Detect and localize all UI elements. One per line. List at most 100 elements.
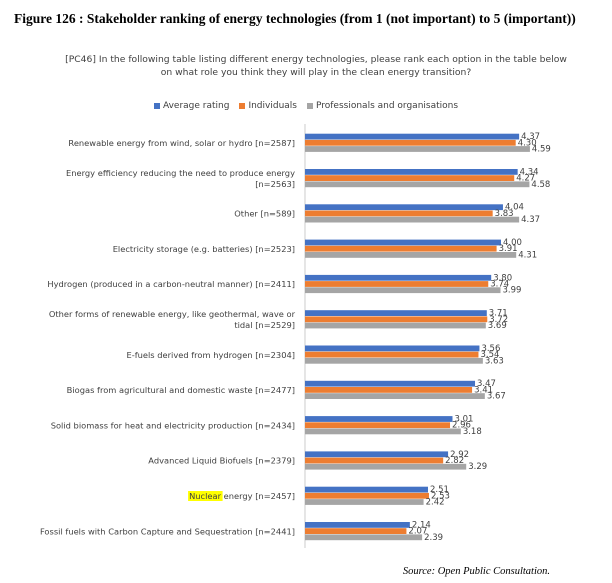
data-label: 2.14 bbox=[412, 520, 431, 530]
data-label: 4.04 bbox=[505, 203, 524, 213]
category-label: Electricity storage (e.g. batteries) [n=… bbox=[113, 244, 295, 254]
data-label: 2.42 bbox=[426, 498, 445, 508]
bar-professionals bbox=[305, 357, 483, 364]
data-label: 2.07 bbox=[408, 527, 427, 537]
legend-swatch-average bbox=[153, 103, 160, 109]
data-label: 3.91 bbox=[499, 244, 518, 254]
bar-professionals bbox=[305, 393, 485, 399]
bar-average bbox=[305, 451, 449, 458]
category-label: Other [n=589] bbox=[234, 209, 295, 219]
legend-swatch-individuals bbox=[239, 103, 246, 109]
data-label: 3.67 bbox=[487, 392, 506, 402]
data-label: 3.47 bbox=[477, 379, 496, 389]
legend-label-average: Average rating bbox=[162, 101, 230, 111]
bar-average bbox=[305, 345, 480, 352]
category-label: Fossil fuels with Carbon Capture and Seq… bbox=[40, 526, 295, 536]
data-label: 4.59 bbox=[532, 145, 551, 155]
data-label: 3.71 bbox=[489, 309, 508, 319]
data-label: 2.96 bbox=[452, 421, 471, 431]
bar-professionals bbox=[305, 181, 530, 188]
data-label: 3.80 bbox=[493, 273, 512, 283]
bar-chart: Renewable energy from wind, solar or hyd… bbox=[40, 124, 551, 548]
bar-individuals bbox=[305, 245, 497, 252]
bar-individuals bbox=[305, 281, 489, 287]
category-label: Other forms of renewable energy, like ge… bbox=[49, 309, 296, 330]
bar-individuals bbox=[305, 210, 493, 217]
bar-average bbox=[305, 204, 503, 211]
bar-individuals bbox=[305, 528, 407, 534]
data-label: 4.27 bbox=[516, 174, 535, 184]
category-label: Energy efficiency reducing the need to p… bbox=[66, 168, 295, 189]
data-label: 3.83 bbox=[495, 209, 514, 219]
data-label: 4.30 bbox=[518, 138, 537, 148]
bar-professionals bbox=[305, 499, 424, 505]
data-label: 4.37 bbox=[521, 132, 540, 142]
bar-individuals bbox=[305, 457, 444, 464]
data-label: 3.69 bbox=[488, 321, 507, 331]
category-label: Advanced Liquid Biofuels [n=2379] bbox=[148, 456, 295, 466]
data-label: 3.01 bbox=[454, 415, 473, 425]
data-label: 3.56 bbox=[481, 344, 500, 354]
data-label: 3.63 bbox=[485, 356, 504, 366]
legend-item-average: Average rating bbox=[153, 101, 230, 111]
data-label: 2.92 bbox=[450, 450, 469, 460]
bar-professionals bbox=[305, 534, 423, 541]
category-label: E-fuels derived from hydrogen [n=2304] bbox=[126, 350, 295, 360]
data-label: 2.53 bbox=[431, 491, 450, 501]
bar-average bbox=[305, 380, 476, 387]
bar-average bbox=[305, 239, 501, 246]
bar-professionals bbox=[305, 428, 461, 435]
data-label: 3.29 bbox=[468, 462, 487, 472]
bar-individuals bbox=[305, 139, 516, 146]
bar-professionals bbox=[305, 252, 517, 258]
data-label: 2.82 bbox=[445, 456, 464, 466]
category-label: Nuclear energy [n=2457] bbox=[189, 491, 295, 501]
bar-individuals bbox=[305, 351, 479, 358]
data-label: 4.34 bbox=[520, 167, 539, 177]
chart-legend: Average rating Individuals Professionals… bbox=[0, 101, 612, 111]
data-label: 3.18 bbox=[463, 427, 482, 437]
legend-item-individuals: Individuals bbox=[239, 101, 297, 111]
data-label: 3.72 bbox=[489, 315, 508, 325]
data-label: 4.31 bbox=[518, 250, 537, 260]
bar-average bbox=[305, 274, 492, 281]
bar-individuals bbox=[305, 422, 451, 429]
data-label: 3.99 bbox=[503, 286, 522, 296]
bar-individuals bbox=[305, 175, 515, 181]
data-label: 3.41 bbox=[474, 385, 493, 395]
legend-label-professionals: Professionals and organisations bbox=[315, 101, 459, 111]
bar-individuals bbox=[305, 316, 488, 323]
bar-individuals bbox=[305, 387, 473, 393]
bar-average bbox=[305, 416, 453, 422]
data-label: 4.58 bbox=[531, 180, 550, 190]
bar-professionals bbox=[305, 463, 467, 470]
bar-professionals bbox=[305, 322, 486, 329]
bar-average bbox=[305, 169, 518, 175]
source-note: Source: Open Public Consultation. bbox=[402, 566, 550, 577]
bar-average bbox=[305, 310, 487, 316]
category-label: Hydrogen (produced in a carbon-neutral m… bbox=[47, 279, 295, 289]
bar-professionals bbox=[305, 216, 520, 223]
data-label: 3.54 bbox=[480, 350, 499, 360]
category-label: Biogas from agricultural and domestic wa… bbox=[67, 385, 295, 395]
chart-title: [PC46] In the following table listing di… bbox=[65, 54, 567, 78]
bar-average bbox=[305, 522, 410, 528]
data-label: 4.00 bbox=[503, 238, 522, 248]
bar-average bbox=[305, 133, 520, 140]
legend-label-individuals: Individuals bbox=[248, 101, 297, 111]
legend-swatch-professionals bbox=[306, 103, 313, 109]
bar-professionals bbox=[305, 146, 530, 152]
category-label: Renewable energy from wind, solar or hyd… bbox=[68, 138, 295, 148]
bar-average bbox=[305, 486, 428, 493]
data-label: 4.37 bbox=[521, 215, 540, 225]
data-label: 2.51 bbox=[430, 485, 449, 495]
figure-title: Figure 126 : Stakeholder ranking of ener… bbox=[14, 11, 576, 26]
highlighted-term: Nuclear bbox=[189, 491, 222, 501]
data-label: 2.39 bbox=[424, 533, 443, 543]
highlight-marker bbox=[188, 491, 223, 501]
category-label: Solid biomass for heat and electricity p… bbox=[51, 420, 295, 430]
bar-individuals bbox=[305, 492, 429, 499]
legend-item-professionals: Professionals and organisations bbox=[306, 101, 459, 111]
data-label: 3.74 bbox=[490, 280, 509, 290]
bar-professionals bbox=[305, 287, 501, 294]
